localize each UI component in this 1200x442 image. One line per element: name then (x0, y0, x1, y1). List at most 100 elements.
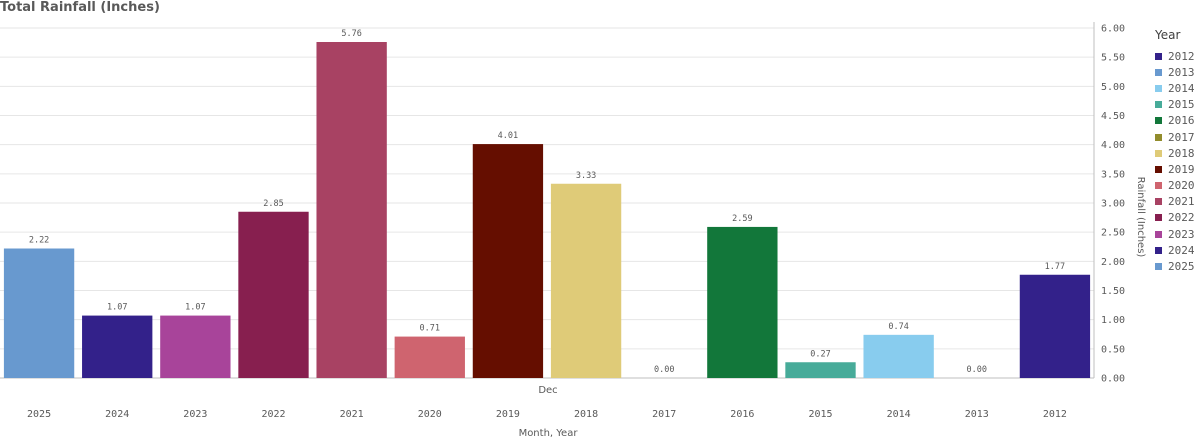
x-tick-label-2017: 2017 (652, 409, 676, 420)
legend-label: 2014 (1168, 81, 1195, 95)
bar-2023[interactable] (160, 315, 231, 378)
bar-2016[interactable] (707, 226, 778, 378)
legend-swatch (1155, 230, 1162, 238)
value-labels: 2.22 1.07 1.07 2.85 5.76 0.71 4.01 3.33 0.00 2.59… (29, 29, 1065, 375)
legend-swatch (1155, 165, 1162, 173)
x-tick-label-2021: 2021 (340, 409, 364, 420)
legend-item-2015[interactable]: 2015 (1155, 97, 1195, 113)
y-tick-label: 1.00 (1101, 315, 1125, 326)
legend-item-2014[interactable]: 2014 (1155, 80, 1195, 96)
bar-2024[interactable] (82, 315, 153, 378)
legend-swatch (1155, 198, 1162, 206)
legend-item-2021[interactable]: 2021 (1155, 194, 1195, 210)
bars (3, 42, 1091, 379)
y-tick-label: 4.00 (1101, 140, 1125, 151)
x-tick-label-2022: 2022 (261, 409, 285, 420)
value-label-2017: 0.00 (654, 365, 674, 375)
y-tick-labels: 0.00 0.50 1.00 1.50 2.00 2.50 3.00 3.50 4.00 4.50… (1101, 24, 1125, 385)
x-tick-labels: 2025 2024 2023 2022 2021 2020 2019 2018 2017 2016… (27, 409, 1067, 420)
y-tick-label: 6.00 (1101, 24, 1125, 35)
legend-item-2022[interactable]: 2022 (1155, 210, 1195, 226)
value-label-2018: 3.33 (576, 171, 596, 181)
bar-2015[interactable] (785, 362, 856, 378)
x-tick-label-2023: 2023 (183, 409, 207, 420)
legend-item-2023[interactable]: 2023 (1155, 226, 1195, 242)
legend-item-2019[interactable]: 2019 (1155, 161, 1195, 177)
legend-items: 2012 2013 2014 2015 2016 2017 2018 2019 2020 2021… (1155, 48, 1195, 275)
x-tick-label-2014: 2014 (887, 409, 911, 420)
bar-2025[interactable] (3, 248, 75, 379)
legend-label: 2017 (1168, 130, 1195, 144)
bar-2014[interactable] (863, 334, 934, 378)
value-label-2025: 2.22 (29, 236, 49, 246)
value-label-2020: 0.71 (420, 324, 440, 334)
x-tick-label-2015: 2015 (808, 409, 832, 420)
legend-item-2018[interactable]: 2018 (1155, 145, 1195, 161)
legend-item-2020[interactable]: 2020 (1155, 178, 1195, 194)
chart-title: Total Rainfall (Inches) (0, 0, 160, 15)
legend-label: 2025 (1168, 260, 1195, 274)
y-tick-label: 4.50 (1101, 111, 1125, 122)
y-axis-title: Rainfall (Inches) (1135, 177, 1146, 258)
x-axis-title: Month, Year (519, 428, 579, 439)
legend-swatch (1155, 182, 1162, 190)
y-tick-label: 3.00 (1101, 199, 1125, 210)
legend-swatch (1155, 133, 1162, 141)
legend-swatch (1155, 52, 1162, 60)
legend-swatch (1155, 246, 1162, 254)
value-label-2014: 0.74 (888, 322, 908, 332)
x-group-label: Dec (538, 385, 557, 396)
legend-item-2013[interactable]: 2013 (1155, 64, 1195, 80)
value-label-2012: 1.77 (1045, 262, 1065, 272)
value-label-2013: 0.00 (967, 365, 987, 375)
legend-swatch (1155, 117, 1162, 125)
legend-label: 2023 (1168, 227, 1195, 241)
legend-label: 2020 (1168, 179, 1195, 193)
y-tick-label: 3.50 (1101, 169, 1125, 180)
bar-2022[interactable] (238, 211, 309, 378)
value-label-2023: 1.07 (185, 303, 205, 313)
legend-swatch (1155, 84, 1162, 92)
legend-label: 2012 (1168, 49, 1195, 63)
x-tick-label-2016: 2016 (730, 409, 754, 420)
bar-2021[interactable] (316, 42, 387, 378)
value-label-2021: 5.76 (341, 29, 361, 39)
legend-swatch (1155, 214, 1162, 222)
x-tick-label-2020: 2020 (418, 409, 442, 420)
y-tick-label: 0.00 (1101, 374, 1125, 385)
bar-2019[interactable] (472, 144, 544, 378)
value-label-2019: 4.01 (498, 131, 518, 141)
legend: Year 2012 2013 2014 2015 2016 2017 2018 2019 202… (1155, 28, 1195, 275)
y-tick-label: 5.50 (1101, 53, 1125, 64)
legend-item-2016[interactable]: 2016 (1155, 113, 1195, 129)
legend-item-2025[interactable]: 2025 (1155, 258, 1195, 274)
legend-label: 2015 (1168, 98, 1195, 112)
y-tick-label: 2.50 (1101, 228, 1125, 239)
x-tick-label-2018: 2018 (574, 409, 598, 420)
x-tick-label-2025: 2025 (27, 409, 51, 420)
legend-swatch (1155, 101, 1162, 109)
legend-label: 2024 (1168, 243, 1195, 257)
bar-2018[interactable] (550, 183, 622, 378)
legend-label: 2021 (1168, 195, 1195, 209)
bar-2012[interactable] (1019, 274, 1091, 378)
value-label-2015: 0.27 (810, 349, 830, 359)
x-tick-label-2012: 2012 (1043, 409, 1067, 420)
bar-2020[interactable] (394, 336, 465, 378)
legend-item-2012[interactable]: 2012 (1155, 48, 1195, 64)
legend-title: Year (1155, 28, 1181, 42)
y-tick-label: 0.50 (1101, 344, 1125, 355)
legend-label: 2018 (1168, 146, 1195, 160)
value-label-2022: 2.85 (263, 199, 283, 209)
legend-item-2017[interactable]: 2017 (1155, 129, 1195, 145)
x-tick-label-2019: 2019 (496, 409, 520, 420)
x-tick-label-2024: 2024 (105, 409, 129, 420)
x-tick-label-2013: 2013 (965, 409, 989, 420)
value-label-2024: 1.07 (107, 303, 127, 313)
value-label-2016: 2.59 (732, 214, 752, 224)
y-tick-label: 5.00 (1101, 82, 1125, 93)
legend-item-2024[interactable]: 2024 (1155, 242, 1195, 258)
gridlines (0, 22, 1095, 379)
legend-swatch (1155, 68, 1162, 76)
